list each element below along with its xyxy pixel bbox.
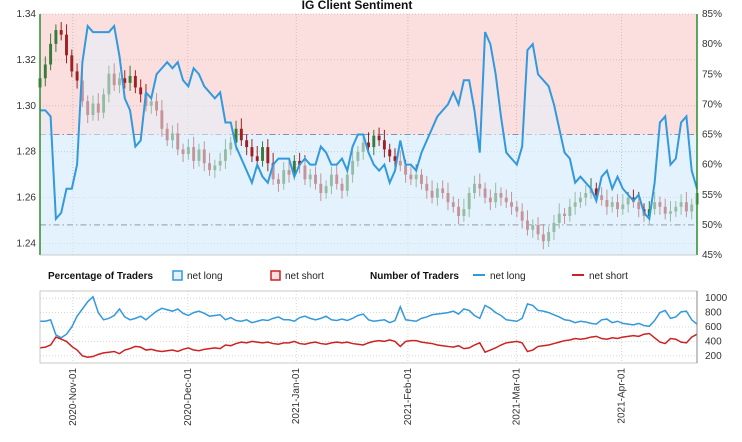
legend-pct-short-swatch <box>270 270 281 281</box>
date-axis-ticks: 2020-Nov-01 2020-Dec-01 2021-Jan-01 2021-Fe… <box>68 368 628 426</box>
candle-body-6 <box>70 55 74 72</box>
candle-body-64 <box>377 135 381 141</box>
candle-body-42 <box>261 147 264 161</box>
candle-body-105 <box>594 188 598 196</box>
price-tick-label-2: 1.28 <box>17 147 37 158</box>
candle-body-3 <box>54 30 58 44</box>
date-tick-label-5: 2021-Apr-01 <box>616 368 627 424</box>
candle-body-7 <box>75 71 79 81</box>
sentiment-tick-label-5: 70% <box>702 99 722 110</box>
candle-body-65 <box>382 140 386 150</box>
legend-num-short-label: net short <box>589 271 628 282</box>
traders-tick-label-0: 200 <box>705 351 722 362</box>
traders-axis-ticks: 200 400 600 800 1000 <box>705 293 728 362</box>
candle-body-4 <box>59 30 63 35</box>
legend-pct-heading: Percentage of Traders <box>48 271 153 282</box>
price-axis-ticks: 1.24 1.26 1.28 1.30 1.32 1.34 <box>17 9 37 250</box>
sentiment-tick-label-6: 75% <box>702 69 722 80</box>
traders-tick-label-1: 400 <box>705 336 722 347</box>
candle-body-40 <box>250 147 254 157</box>
net-long-pct-area <box>40 26 697 255</box>
date-tick-label-4: 2021-Mar-01 <box>511 368 522 426</box>
price-tick-label-4: 1.32 <box>17 55 37 66</box>
date-tick-label-3: 2021-Feb-01 <box>403 368 414 426</box>
candle-body-1 <box>43 64 47 79</box>
candle-body-18 <box>133 75 137 88</box>
candle-body-48 <box>292 160 296 175</box>
legend-pct-long-swatch <box>172 270 183 281</box>
candle-body-66 <box>388 149 392 157</box>
price-tick-label-5: 1.34 <box>17 9 37 20</box>
price-tick-label-1: 1.26 <box>17 193 37 204</box>
candle-body-37 <box>234 128 238 143</box>
net-long-percentage-line <box>40 23 698 255</box>
traders-tick-label-3: 800 <box>705 308 722 319</box>
legend-pct-long-label: net long <box>187 271 223 282</box>
sentiment-tick-label-4: 65% <box>702 130 722 141</box>
candle-body-39 <box>245 140 249 148</box>
short-zone-band <box>40 14 697 135</box>
net-long-count-line <box>40 295 698 339</box>
traders-grid <box>40 291 697 363</box>
sentiment-tick-label-8: 85% <box>702 9 722 20</box>
net-long-pct-path <box>40 23 698 222</box>
legend-pct-short-label: net short <box>285 271 324 282</box>
main-axes <box>39 14 698 256</box>
candle-body-5 <box>65 34 68 56</box>
date-tick-label-1: 2020-Dec-01 <box>183 368 194 426</box>
traders-axes <box>39 290 698 364</box>
chart-title: IG Client Sentiment <box>302 0 413 12</box>
sentiment-tick-label-2: 55% <box>702 190 722 201</box>
candle-body-43 <box>266 147 270 164</box>
sentiment-axis-ticks: 45% 50% 55% 60% 65% 70% 75% 80% 85% <box>702 9 722 261</box>
candle-body-63 <box>372 135 376 148</box>
candle-body-2 <box>49 43 53 65</box>
candle-body-16 <box>123 78 127 83</box>
candle-body-67 <box>393 156 397 161</box>
legend: Percentage of Traders net long net short… <box>48 270 628 282</box>
traders-tick-label-2: 600 <box>705 322 722 333</box>
traders-tick-label-4: 1000 <box>705 293 728 304</box>
net-short-count-line <box>39 332 698 359</box>
price-tick-label-0: 1.24 <box>17 239 37 250</box>
net-short-count-path <box>39 332 698 359</box>
legend-num-long-label: net long <box>490 271 526 282</box>
candle-body-62 <box>367 142 370 148</box>
net-long-count-path <box>40 295 698 339</box>
legend-num-heading: Number of Traders <box>370 271 459 282</box>
sentiment-tick-label-7: 80% <box>702 39 722 50</box>
candle-body-38 <box>239 128 243 141</box>
sentiment-tick-label-3: 60% <box>702 160 722 171</box>
price-tick-label-3: 1.30 <box>17 101 37 112</box>
sentiment-tick-label-1: 50% <box>702 220 722 231</box>
date-tick-label-0: 2020-Nov-01 <box>68 368 79 426</box>
candle-body-41 <box>255 156 259 161</box>
sentiment-tick-label-0: 45% <box>702 250 722 261</box>
date-tick-label-2: 2021-Jan-01 <box>291 368 302 425</box>
candle-body-17 <box>128 75 132 83</box>
candle-body-19 <box>139 87 143 95</box>
